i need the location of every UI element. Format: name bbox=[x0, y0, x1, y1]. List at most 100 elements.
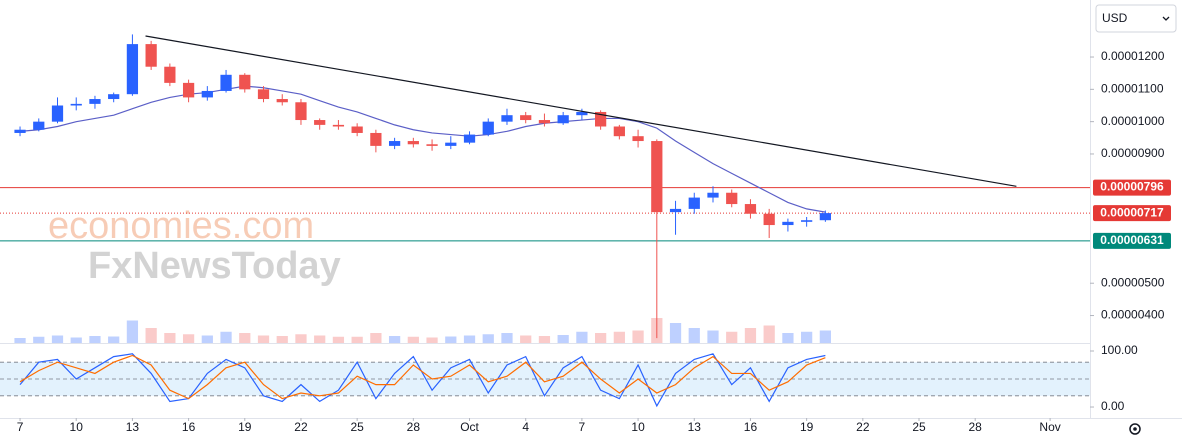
currency-label[interactable]: USD bbox=[1102, 11, 1128, 25]
candle-body bbox=[445, 142, 457, 146]
candle-body bbox=[426, 144, 438, 146]
volume-bar bbox=[70, 337, 82, 343]
x-tick-label: 10 bbox=[631, 420, 645, 434]
volume-bar bbox=[688, 328, 700, 343]
candle-body bbox=[332, 124, 345, 127]
volume-bar bbox=[501, 333, 513, 343]
candle-body bbox=[14, 129, 26, 133]
volume-bar bbox=[726, 331, 738, 343]
moving-average bbox=[19, 85, 826, 213]
candle-body bbox=[520, 115, 532, 121]
volume-bar bbox=[351, 336, 363, 343]
volume-bar bbox=[370, 333, 382, 343]
candle-body bbox=[688, 197, 700, 209]
x-tick-label: Nov bbox=[1039, 420, 1060, 434]
x-tick-label: 16 bbox=[182, 420, 196, 434]
candle-body bbox=[51, 105, 64, 122]
watermark: economies.com bbox=[48, 205, 314, 247]
volume-bar bbox=[576, 331, 588, 343]
candle-body bbox=[351, 126, 363, 133]
y-tick-label: 0.00001000 bbox=[1101, 114, 1165, 128]
currency-select[interactable]: USD bbox=[1095, 4, 1177, 33]
y-tick-label: 0.00 bbox=[1101, 399, 1125, 413]
candle-body bbox=[557, 115, 569, 124]
candle-body bbox=[295, 102, 307, 121]
volume-bar bbox=[388, 336, 401, 343]
volume-bar bbox=[295, 334, 307, 343]
x-tick-label: 22 bbox=[294, 420, 308, 434]
volume-bar bbox=[426, 337, 438, 343]
settings-button[interactable] bbox=[1129, 423, 1141, 435]
candle-body bbox=[744, 204, 757, 214]
gear-center[interactable] bbox=[1133, 427, 1137, 431]
select-box[interactable] bbox=[1095, 4, 1177, 33]
candle-body bbox=[707, 192, 719, 198]
volume-bar bbox=[538, 336, 551, 343]
candle-body bbox=[182, 82, 195, 98]
x-tick-label: 4 bbox=[522, 420, 529, 434]
trendline bbox=[145, 35, 1017, 187]
volume-bar bbox=[463, 335, 476, 343]
volume-bar bbox=[613, 331, 625, 343]
volume-bar bbox=[220, 331, 232, 343]
volume-bar bbox=[276, 336, 288, 343]
candle-body bbox=[108, 94, 120, 100]
x-tick-label: 25 bbox=[912, 420, 926, 434]
y-tick-label: 0.00001200 bbox=[1101, 49, 1165, 63]
stoch-0 bbox=[19, 353, 826, 408]
candle-body bbox=[595, 111, 607, 127]
gear-icon[interactable] bbox=[1129, 423, 1141, 435]
volume-bar bbox=[819, 330, 831, 343]
candle-body bbox=[763, 213, 775, 226]
volume-bar bbox=[482, 334, 494, 343]
candle-body bbox=[669, 208, 682, 213]
x-tick-label: 19 bbox=[238, 420, 252, 434]
x-tick-label: 28 bbox=[407, 420, 421, 434]
candle-body bbox=[407, 141, 419, 145]
candle-body bbox=[576, 111, 588, 116]
x-tick-label: 19 bbox=[800, 420, 814, 434]
y-tick-label: 100.00 bbox=[1101, 343, 1138, 357]
volume-bar bbox=[182, 334, 195, 343]
volume-bar bbox=[164, 333, 176, 343]
candle-body bbox=[370, 132, 382, 146]
candle-body bbox=[613, 126, 625, 137]
chevron[interactable] bbox=[1162, 16, 1170, 21]
candle-body bbox=[651, 141, 663, 213]
candle-body bbox=[314, 120, 326, 125]
volume-bar bbox=[782, 333, 794, 343]
volume-bar bbox=[520, 335, 532, 343]
volume-bar bbox=[33, 336, 45, 343]
level-label-bg bbox=[1093, 179, 1171, 196]
candle-body bbox=[145, 44, 157, 67]
candle-body bbox=[782, 221, 794, 226]
candle-body bbox=[89, 99, 101, 104]
x-tick-label: 13 bbox=[126, 420, 140, 434]
candle-body bbox=[220, 74, 232, 91]
candle-body bbox=[33, 121, 45, 130]
volume-bar bbox=[801, 331, 813, 343]
candle-body bbox=[801, 220, 813, 222]
candle-body bbox=[164, 66, 176, 83]
volume-bar bbox=[51, 335, 64, 343]
volume-bar bbox=[595, 333, 607, 343]
x-tick-label: 7 bbox=[579, 420, 586, 434]
volume-bar bbox=[108, 336, 120, 343]
candle-body bbox=[257, 89, 270, 100]
volume-bar bbox=[332, 336, 345, 343]
candle-body bbox=[632, 136, 644, 142]
candle-body bbox=[501, 115, 513, 122]
volume-bar bbox=[126, 320, 139, 343]
candle-body bbox=[463, 134, 476, 143]
volume-bar bbox=[14, 338, 26, 343]
level-label: 0.00000631 bbox=[1100, 233, 1164, 247]
level-label: 0.00000796 bbox=[1100, 180, 1164, 194]
candle-body bbox=[126, 44, 139, 95]
x-tick-label: Oct bbox=[460, 420, 479, 434]
volume-bar bbox=[314, 335, 326, 343]
level-label-bg bbox=[1093, 232, 1171, 249]
volume-bar bbox=[145, 328, 157, 343]
volume-bar bbox=[257, 335, 270, 343]
x-tick-label: 22 bbox=[856, 420, 870, 434]
x-tick-label: 7 bbox=[17, 420, 24, 434]
